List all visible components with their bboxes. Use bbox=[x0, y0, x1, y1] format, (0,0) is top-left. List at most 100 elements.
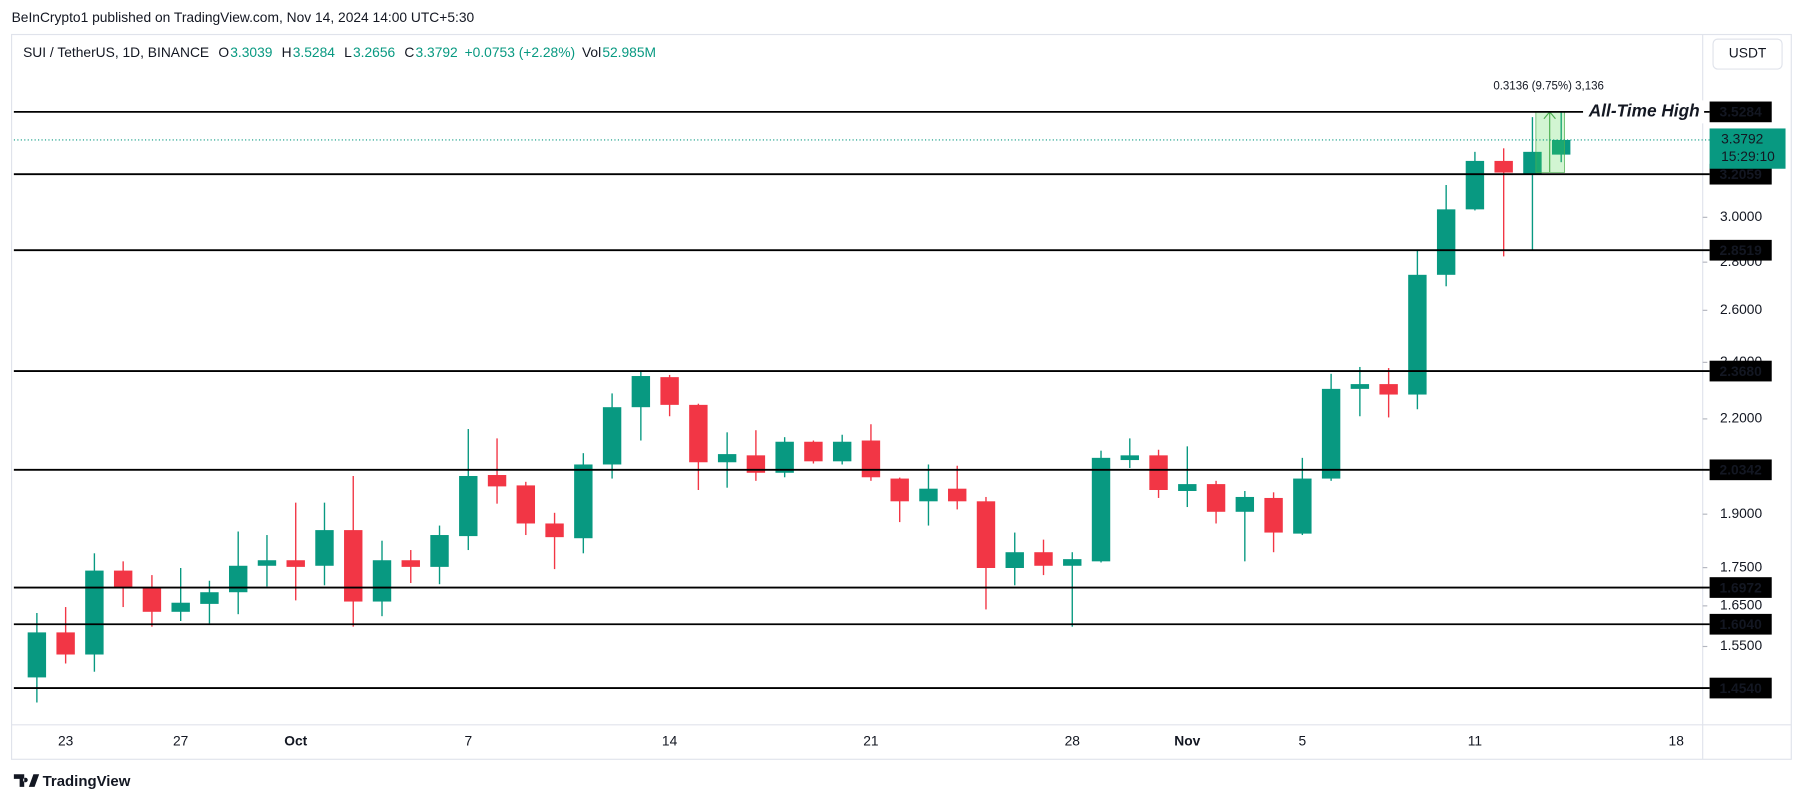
y-tick-label: 3.0000 bbox=[1720, 209, 1763, 224]
candle-body bbox=[487, 475, 507, 487]
candle-body bbox=[1494, 160, 1513, 173]
candle-body bbox=[1523, 151, 1542, 174]
candle-body bbox=[372, 560, 392, 602]
y-tick-label: 1.9000 bbox=[1720, 506, 1763, 521]
level-label: 3.5284 bbox=[1720, 105, 1763, 120]
candle-body bbox=[1091, 457, 1111, 562]
legend-change: +0.0753 (+2.28%) bbox=[465, 45, 575, 60]
x-tick-label: 11 bbox=[1468, 734, 1482, 749]
candle-body bbox=[948, 488, 967, 502]
candle-body bbox=[171, 602, 190, 612]
x-tick-label: 14 bbox=[662, 734, 678, 749]
level-label: 1.4540 bbox=[1720, 681, 1763, 696]
level-badge bbox=[1709, 163, 1772, 185]
x-tick-label: 5 bbox=[1299, 734, 1307, 749]
level-label: 1.6972 bbox=[1720, 580, 1763, 595]
candle-body bbox=[1408, 274, 1427, 395]
candle-body bbox=[689, 404, 708, 463]
last-price-label: 3.3792 bbox=[1721, 132, 1763, 147]
candle-body bbox=[574, 464, 593, 539]
x-tick-label: 7 bbox=[464, 734, 472, 749]
candle-body bbox=[804, 441, 823, 462]
candle-body bbox=[516, 485, 536, 524]
countdown-label: 15:29:10 bbox=[1721, 149, 1775, 164]
candle-body bbox=[775, 441, 794, 473]
symbol: SUI / TetherUS, 1D, BINANCE bbox=[23, 45, 209, 60]
annotation-background bbox=[1583, 100, 1705, 124]
candle-body bbox=[401, 560, 420, 567]
y-tick-label: 1.7500 bbox=[1720, 559, 1763, 574]
currency-button[interactable]: USDT bbox=[1712, 38, 1783, 70]
plot-area: 23 27 Oct 7 14 21 28 Nov 5 11 18 0.3136 (9.75%) 3,1… bbox=[13, 81, 1710, 749]
legend-key: L bbox=[344, 45, 352, 60]
candle-body bbox=[286, 560, 305, 567]
candle-body bbox=[113, 570, 133, 588]
candle-body bbox=[919, 488, 938, 502]
level-badge bbox=[1709, 101, 1772, 123]
candle-body bbox=[1551, 139, 1571, 155]
candle-body bbox=[976, 501, 996, 568]
x-tick-label: 21 bbox=[863, 734, 878, 749]
legend-value: 3.3792 bbox=[416, 45, 458, 60]
candle-body bbox=[1206, 484, 1226, 512]
candle-body bbox=[315, 530, 334, 566]
legend-key: H bbox=[282, 45, 292, 60]
y-tick-label: 1.6500 bbox=[1720, 598, 1763, 613]
annotation: All-Time High bbox=[1588, 100, 1700, 120]
legend-value: 3.5284 bbox=[293, 45, 336, 60]
candle-body bbox=[1321, 388, 1341, 479]
y-tick-label: 2.2000 bbox=[1720, 411, 1763, 426]
candle-body bbox=[1235, 496, 1255, 512]
level-badge bbox=[1709, 677, 1772, 699]
currency-button-box[interactable] bbox=[1712, 38, 1783, 70]
x-tick-label: 23 bbox=[58, 734, 74, 749]
legend-value: 3.2656 bbox=[353, 45, 396, 60]
candle-body bbox=[27, 632, 47, 678]
candle-body bbox=[1005, 552, 1024, 568]
legend-value: 3.3039 bbox=[230, 45, 273, 60]
candle-body bbox=[1149, 455, 1168, 491]
candle-body bbox=[1465, 160, 1485, 210]
candle-body bbox=[832, 441, 852, 462]
candle-body bbox=[200, 592, 219, 604]
symbol-legend: SUI / TetherUS, 1D, BINANCE O3.3039 H3.528… bbox=[23, 45, 656, 60]
x-tick-label: Nov bbox=[1174, 734, 1200, 749]
price-axis: 3.00002.80002.60002.40002.20001.90001.75… bbox=[1702, 101, 1786, 699]
level-badge bbox=[1709, 577, 1772, 598]
level-badge bbox=[1709, 360, 1772, 382]
level-label: 2.0342 bbox=[1720, 463, 1763, 478]
x-tick-label: 28 bbox=[1065, 734, 1081, 749]
candle-body bbox=[1436, 209, 1456, 275]
candle-body bbox=[890, 478, 909, 502]
level-label: 1.6040 bbox=[1720, 617, 1763, 632]
candle-body bbox=[545, 523, 564, 538]
candle-body bbox=[142, 587, 162, 612]
footer: TradingView bbox=[13, 773, 131, 790]
currency-label[interactable]: USDT bbox=[1729, 46, 1767, 61]
candle-body bbox=[861, 440, 881, 478]
x-tick-label: 18 bbox=[1669, 734, 1685, 749]
legend-key: C bbox=[404, 45, 414, 60]
candle-body bbox=[228, 565, 248, 593]
legend-key: Vol bbox=[582, 45, 601, 60]
x-tick-label: Oct bbox=[284, 734, 307, 749]
measure-label: 0.3136 (9.75%) 3,136 bbox=[1493, 81, 1604, 93]
candle-body bbox=[1178, 484, 1197, 491]
candle-body bbox=[1120, 455, 1139, 461]
level-badge bbox=[1709, 239, 1772, 261]
candle-body bbox=[1063, 559, 1082, 566]
chart-frame bbox=[10, 33, 1792, 760]
candle-body bbox=[602, 407, 622, 465]
candle-body bbox=[257, 560, 277, 566]
candle-body bbox=[717, 454, 737, 463]
candle-body bbox=[1293, 478, 1312, 534]
candle-body bbox=[430, 535, 449, 567]
candle-body bbox=[631, 376, 651, 408]
legend-value: 52.985M bbox=[602, 45, 656, 60]
level-label: 2.8519 bbox=[1720, 243, 1763, 258]
x-tick-label: 27 bbox=[173, 734, 188, 749]
candle-body bbox=[1034, 552, 1053, 566]
footer-logo bbox=[13, 774, 40, 787]
candle-body bbox=[459, 475, 478, 537]
